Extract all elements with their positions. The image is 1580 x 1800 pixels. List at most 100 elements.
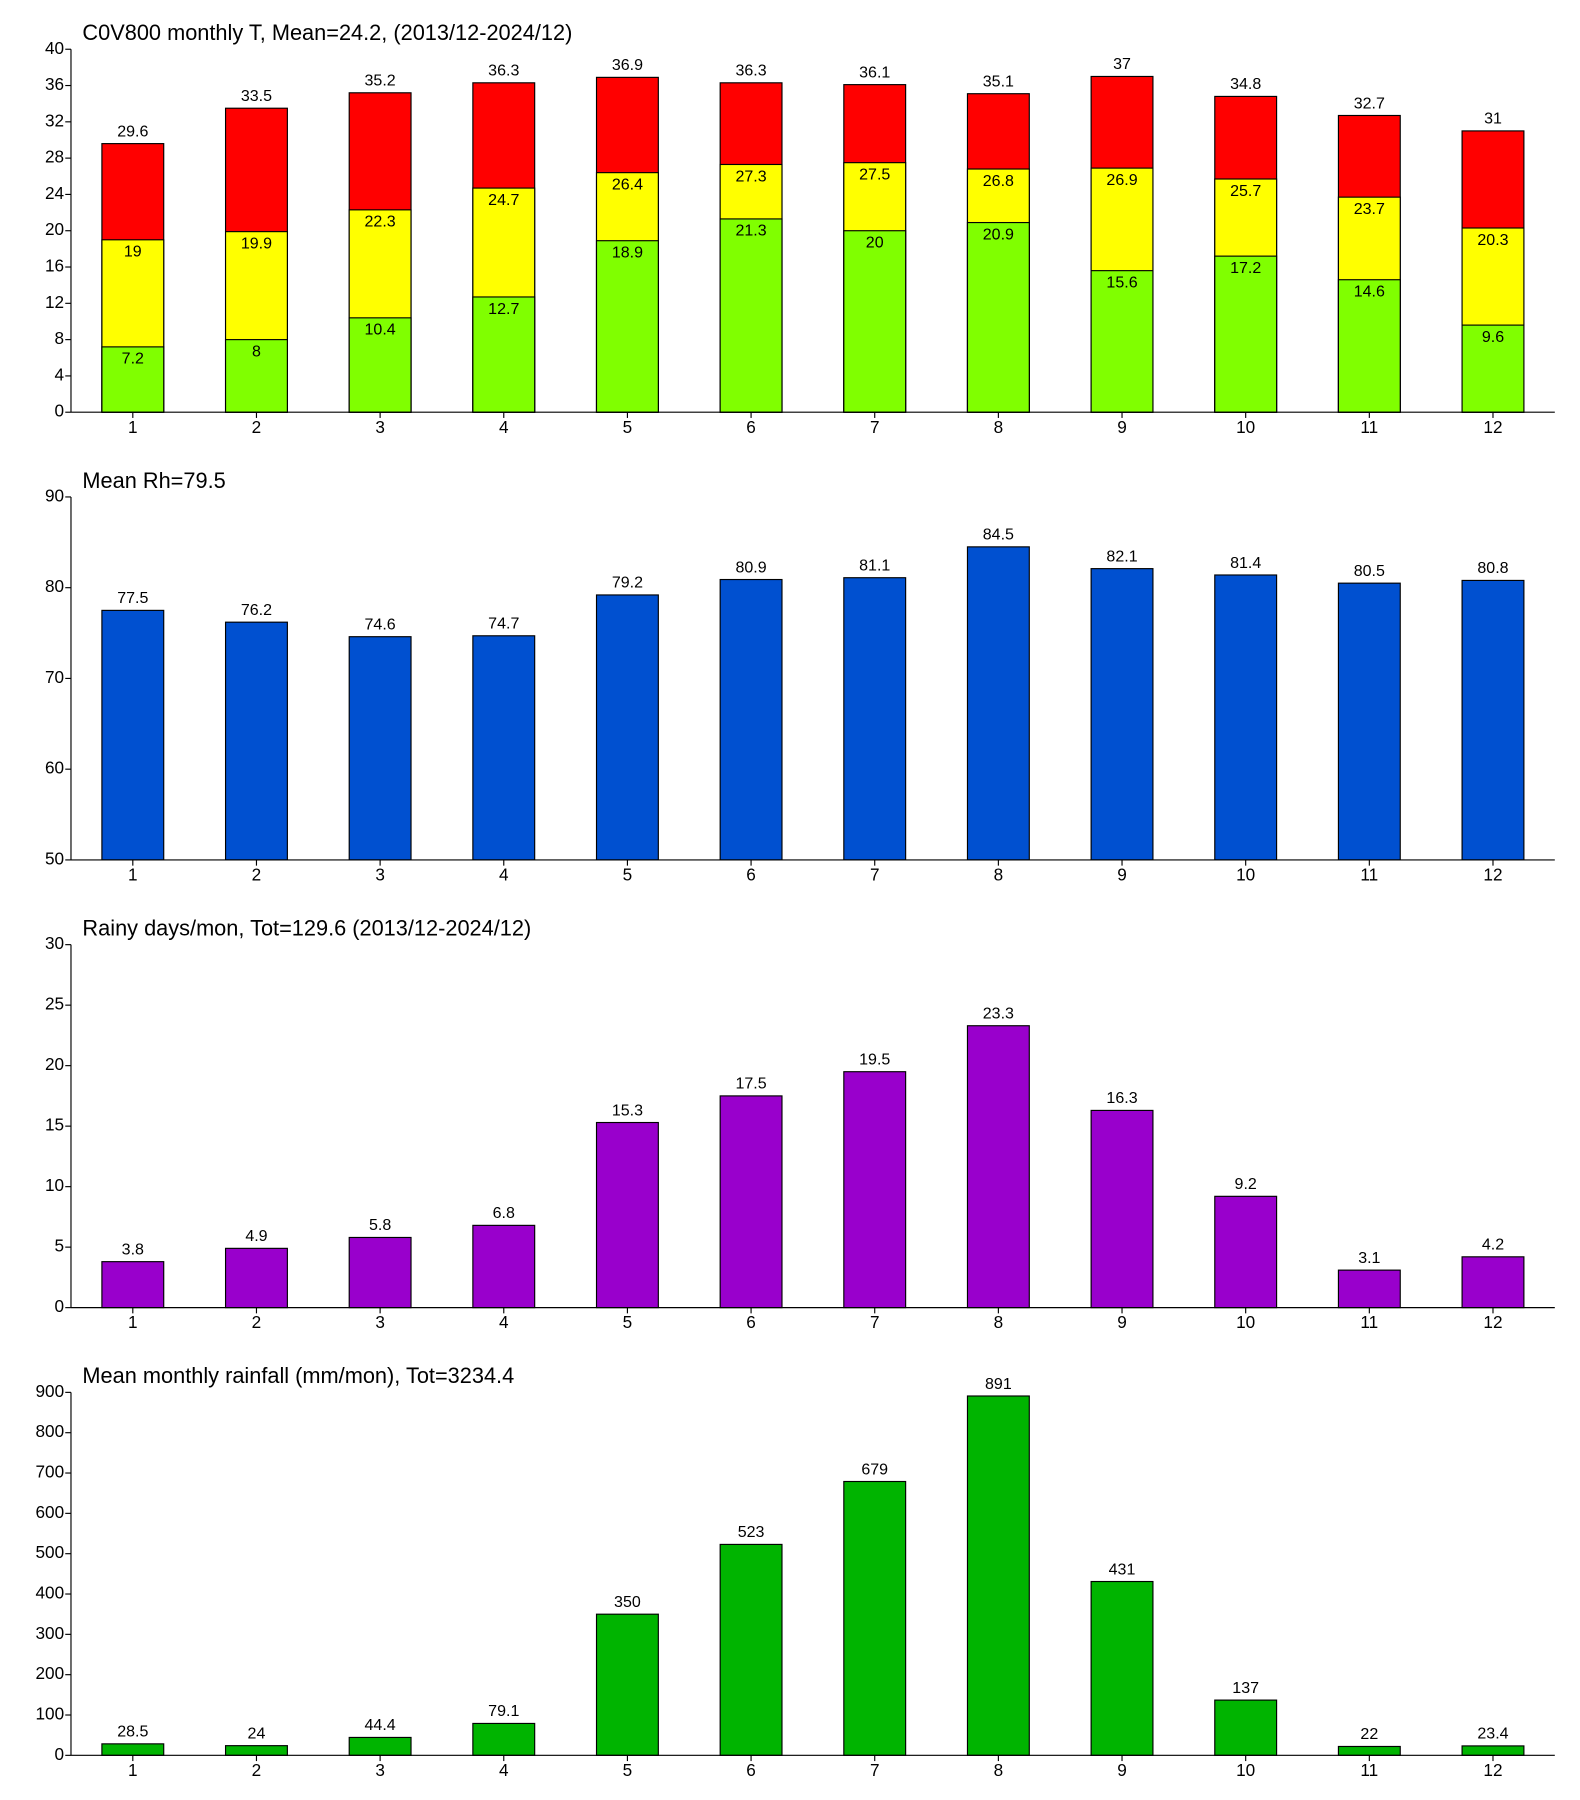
bar [1337,1269,1401,1309]
x-tick-label: 9 [1117,1760,1127,1780]
value-label: 34.8 [1230,75,1261,93]
bar [843,1071,907,1309]
bar [348,636,412,861]
value-label: 6.8 [493,1204,515,1222]
bar [595,594,659,861]
value-label: 19.9 [241,234,272,252]
value-label: 23.3 [983,1005,1014,1023]
bar [1090,1109,1154,1309]
x-tick-label: 5 [623,1312,633,1332]
chart-title: Mean monthly rainfall (mm/mon), Tot=3234… [82,1363,514,1388]
bar [1337,1745,1401,1756]
y-tick-label: 900 [35,1381,64,1401]
value-label: 431 [1109,1560,1136,1578]
bar [1214,255,1278,413]
x-tick-label: 12 [1483,864,1502,884]
value-label: 81.1 [859,556,890,574]
value-label: 32.7 [1354,94,1385,112]
value-label: 25.7 [1230,182,1261,200]
y-tick-label: 90 [45,485,64,505]
value-label: 3.8 [122,1240,144,1258]
value-label: 891 [985,1375,1012,1393]
value-label: 679 [861,1460,888,1478]
value-label: 3.1 [1358,1249,1380,1267]
bar [1214,1195,1278,1309]
value-label: 76.2 [241,601,272,619]
x-tick-label: 11 [1360,1312,1378,1332]
value-label: 36.1 [859,63,890,81]
value-label: 15.6 [1106,273,1137,291]
bar [472,296,536,413]
value-label: 7.2 [122,350,144,368]
bar [843,230,907,413]
bar [101,1743,165,1756]
bar [472,1722,536,1756]
value-label: 31 [1484,110,1502,128]
y-tick-label: 800 [35,1421,64,1441]
value-label: 26.9 [1106,171,1137,189]
value-label: 4.2 [1482,1236,1504,1254]
bar [966,1395,1030,1756]
x-tick-label: 5 [623,417,633,437]
y-tick-label: 36 [45,74,64,94]
x-tick-label: 7 [870,864,880,884]
bar [348,317,412,413]
value-label: 21.3 [735,222,766,240]
value-label: 79.2 [612,574,643,592]
value-label: 26.4 [612,175,643,193]
y-tick-label: 50 [45,848,64,868]
bar [472,635,536,861]
bar [1090,568,1154,861]
x-tick-label: 1 [128,1312,138,1332]
x-tick-label: 3 [375,417,385,437]
bar [966,221,1030,413]
y-tick-label: 70 [45,667,64,687]
value-label: 9.6 [1482,328,1504,346]
x-tick-label: 8 [994,417,1004,437]
y-tick-label: 5 [55,1236,65,1256]
y-tick-label: 0 [55,401,65,421]
x-tick-label: 2 [252,417,262,437]
bar [966,546,1030,861]
bar [595,1613,659,1756]
y-tick-label: 0 [55,1744,65,1764]
x-tick-label: 8 [994,1760,1004,1780]
x-tick-label: 9 [1117,1312,1127,1332]
bar [472,1224,536,1309]
value-label: 82.1 [1106,547,1137,565]
value-label: 8 [252,342,261,360]
bar [1337,582,1401,861]
x-tick-label: 5 [623,864,633,884]
value-label: 18.9 [612,244,643,262]
y-tick-label: 10 [45,1175,64,1195]
value-label: 14.6 [1354,283,1385,301]
value-label: 35.2 [365,72,396,90]
x-tick-label: 8 [994,864,1004,884]
bar [101,1261,165,1309]
y-tick-label: 32 [45,110,64,130]
value-label: 80.9 [735,558,766,576]
value-label: 9.2 [1235,1175,1257,1193]
x-tick-label: 7 [870,417,880,437]
y-tick-label: 28 [45,147,64,167]
value-label: 23.7 [1354,200,1385,218]
value-label: 137 [1232,1679,1259,1697]
x-tick-label: 12 [1483,417,1502,437]
bar [101,346,165,413]
bar [595,1121,659,1309]
value-label: 20 [866,234,884,252]
x-tick-label: 9 [1117,864,1127,884]
bar [843,1480,907,1756]
y-tick-label: 700 [35,1462,64,1482]
value-label: 36.9 [612,56,643,74]
x-tick-label: 1 [128,864,138,884]
value-label: 80.8 [1477,559,1508,577]
bar [348,1736,412,1756]
x-tick-label: 3 [375,1760,385,1780]
bar [101,609,165,861]
value-label: 77.5 [117,589,148,607]
x-tick-label: 3 [375,1312,385,1332]
x-tick-label: 1 [128,417,138,437]
y-tick-label: 4 [55,364,65,384]
